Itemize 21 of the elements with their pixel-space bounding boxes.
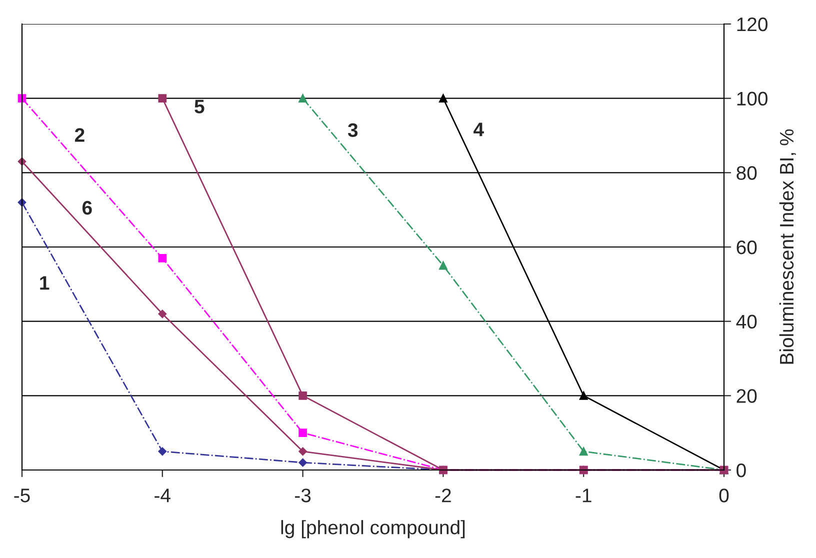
y-tick-label: 60	[736, 240, 757, 254]
y-tick-label: 0	[736, 463, 746, 478]
x-tick-label: -5	[14, 488, 30, 502]
y-tick-label: 20	[736, 389, 757, 403]
series-label: 4	[474, 122, 484, 136]
y-tick-label: 120	[737, 17, 768, 32]
y-tick-label: 40	[736, 314, 757, 329]
x-tick-label: -2	[435, 488, 451, 502]
series-label: 2	[74, 128, 84, 142]
x-tick-label: -3	[295, 488, 311, 502]
y-tick-label: 100	[737, 92, 768, 106]
x-tick-label: -1	[576, 488, 592, 502]
series-label: 1	[40, 276, 50, 290]
y-tick-label: 80	[736, 166, 757, 180]
x-tick-label: -4	[154, 488, 170, 502]
series-label: 3	[348, 123, 358, 138]
series-label: 5	[194, 100, 204, 114]
series-label: 6	[82, 200, 92, 215]
y-axis-title: Bioluminescent Index BI, %	[779, 129, 796, 364]
x-tick-label: 0	[719, 488, 729, 502]
x-axis-title: lg [phenol compound]	[281, 520, 465, 538]
